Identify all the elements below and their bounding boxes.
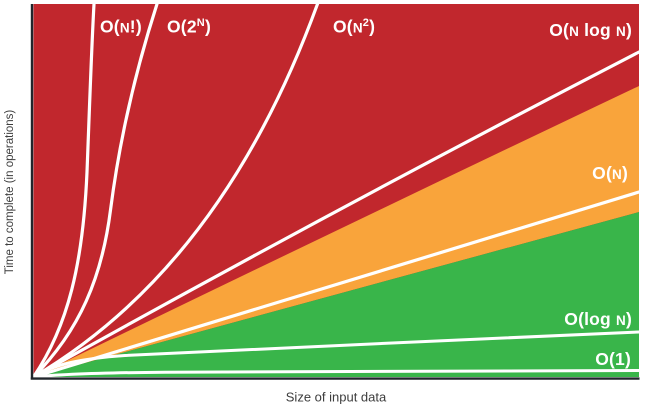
label-exponential: O(2N): [167, 17, 211, 37]
region-green: [33, 212, 639, 377]
label-factorial: O(N!): [100, 17, 142, 37]
label-linearithmic: O(N log N): [549, 20, 632, 40]
label-constant: O(1): [595, 349, 631, 369]
curve-constant: [32, 369, 641, 379]
x-axis-label: Size of input data: [286, 390, 387, 405]
region-orange: [33, 86, 639, 377]
curve-linear: [31, 190, 641, 379]
curve-factorial: [31, 2, 96, 379]
curve-exponential: [31, 2, 159, 379]
label-linear: O(N): [592, 163, 628, 183]
y-axis-label: Time to complete (in operations): [4, 110, 16, 275]
curve-linearithmic: [31, 50, 641, 379]
curve-logarithmic: [32, 330, 641, 379]
label-quadratic: O(N2): [333, 17, 375, 37]
label-logarithmic: O(log N): [564, 309, 632, 329]
curve-quadratic: [31, 2, 320, 379]
